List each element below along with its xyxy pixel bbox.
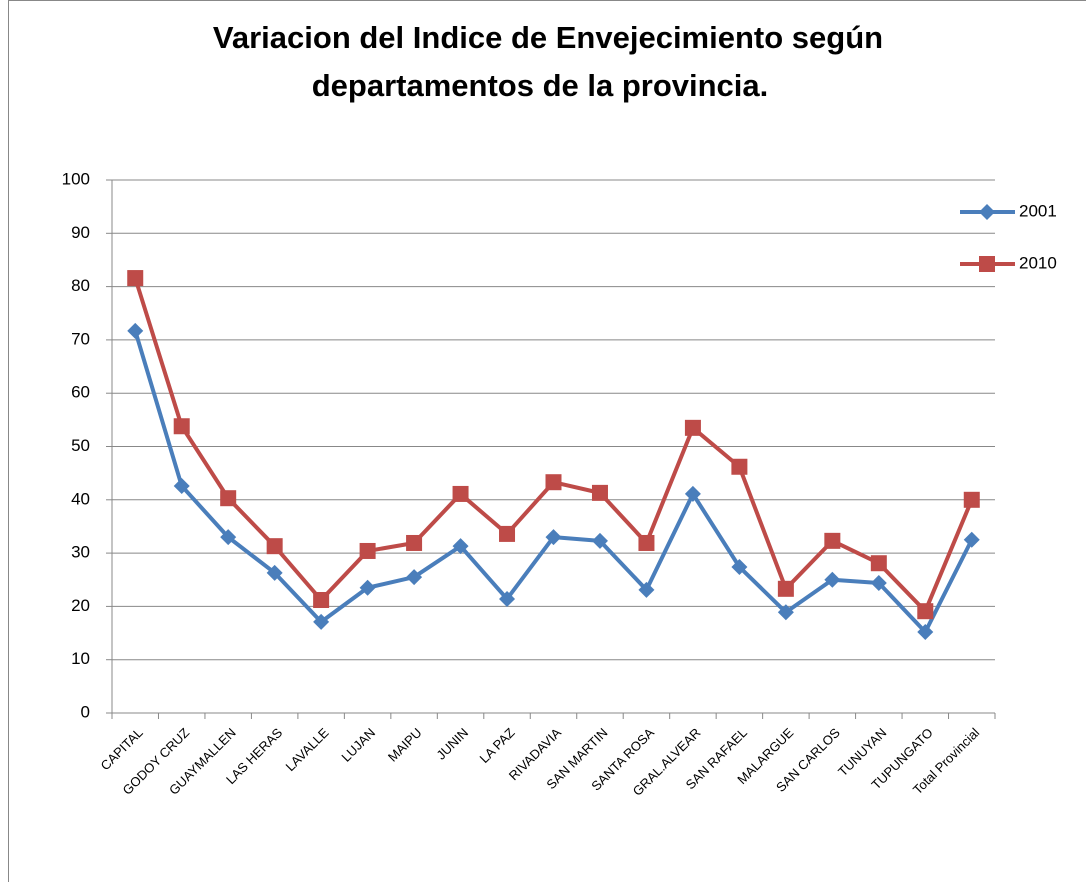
data-point (917, 603, 934, 620)
data-point (220, 529, 237, 546)
data-point (499, 525, 516, 542)
legend-marker (979, 204, 995, 220)
data-point (127, 322, 144, 339)
data-point (359, 542, 376, 559)
data-point (406, 569, 423, 586)
data-point (684, 485, 701, 502)
chart-frame (8, 0, 1086, 882)
data-point (731, 458, 748, 475)
legend-label: 2010 (1019, 253, 1057, 272)
data-point (499, 590, 516, 607)
data-point (545, 529, 562, 546)
data-point (173, 418, 190, 435)
data-point (824, 571, 841, 588)
data-point (684, 419, 701, 436)
data-point (963, 491, 980, 508)
y-tick-label: 0 (81, 702, 90, 721)
y-tick-label: 100 (62, 169, 90, 188)
data-point (731, 558, 748, 575)
data-point (313, 613, 330, 630)
y-tick-label: 20 (71, 596, 90, 615)
y-tick-label: 50 (71, 436, 90, 455)
chart-title: Variacion del Indice de Envejecimiento s… (213, 20, 883, 55)
y-tick-label: 60 (71, 383, 90, 402)
data-point (917, 623, 934, 640)
data-point (173, 477, 190, 494)
data-point (591, 532, 608, 549)
legend-marker (979, 256, 995, 272)
data-point (406, 534, 423, 551)
data-point (452, 538, 469, 555)
data-point (870, 574, 887, 591)
data-point (638, 534, 655, 551)
data-point (545, 474, 562, 491)
data-point (313, 592, 330, 609)
y-tick-label: 40 (71, 489, 90, 508)
data-point (870, 555, 887, 572)
data-point (127, 270, 144, 287)
legend-label: 2001 (1019, 201, 1057, 220)
data-point (591, 484, 608, 501)
data-point (824, 532, 841, 549)
data-point (452, 485, 469, 502)
data-point (266, 538, 283, 555)
data-point (963, 531, 980, 548)
data-point (638, 581, 655, 598)
chart-title: departamentos de la provincia. (312, 68, 769, 103)
data-point (266, 564, 283, 581)
data-point (777, 580, 794, 597)
data-point (220, 490, 237, 507)
y-tick-label: 10 (71, 649, 90, 668)
data-point (359, 579, 376, 596)
y-tick-label: 80 (71, 276, 90, 295)
data-point (777, 604, 794, 621)
y-tick-label: 90 (71, 223, 90, 242)
y-tick-label: 70 (71, 329, 90, 348)
y-tick-label: 30 (71, 543, 90, 562)
